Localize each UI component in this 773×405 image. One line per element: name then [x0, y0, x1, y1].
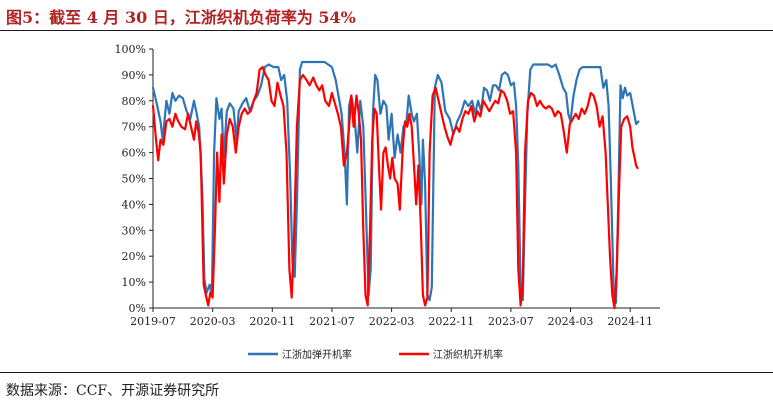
source-note: 数据来源：CCF、开源证券研究所: [6, 380, 219, 400]
x-axis: 2019-07 2020-03 2020-11 2021-07 2022-03 2022-…: [130, 308, 660, 328]
x-tick-label: 2021-07: [309, 315, 355, 328]
y-tick-label: 10%: [122, 276, 146, 289]
x-tick-label: 2024-03: [548, 315, 594, 328]
legend: 江浙加弹开机率 江浙织机开机率: [248, 348, 503, 361]
y-tick-label: 30%: [122, 224, 146, 237]
x-tick-label: 2020-03: [190, 315, 236, 328]
legend-label-red: 江浙织机开机率: [433, 348, 503, 361]
y-tick-label: 80%: [122, 95, 146, 108]
source-divider: [0, 372, 773, 373]
x-tick-label: 2024-11: [607, 315, 653, 328]
y-tick-label: 100%: [115, 43, 146, 56]
x-tick-label: 2019-07: [130, 315, 176, 328]
y-tick-label: 20%: [122, 250, 146, 263]
y-axis: 0% 10% 20% 30% 40% 50% 60% 70% 80% 90% 100%: [115, 43, 153, 315]
x-tick-label: 2023-07: [488, 315, 534, 328]
figure-title: 图5：截至 4 月 30 日，江浙织机负荷率为 54%: [6, 4, 356, 28]
y-tick-label: 60%: [122, 147, 146, 160]
y-tick-label: 50%: [122, 173, 146, 186]
line-chart: 0% 10% 20% 30% 40% 50% 60% 70% 80% 90% 100% 2019-0…: [0, 32, 773, 370]
series-line-red: [153, 67, 638, 308]
y-tick-label: 0%: [129, 302, 146, 315]
x-tick-label: 2022-03: [369, 315, 415, 328]
legend-label-blue: 江浙加弹开机率: [282, 348, 352, 361]
x-tick-label: 2022-11: [428, 315, 474, 328]
y-tick-label: 40%: [122, 198, 146, 211]
title-divider: [0, 30, 773, 31]
x-tick-label: 2020-11: [249, 315, 295, 328]
y-tick-label: 70%: [122, 121, 146, 134]
series-layer: [153, 62, 638, 308]
y-tick-label: 90%: [122, 69, 146, 82]
